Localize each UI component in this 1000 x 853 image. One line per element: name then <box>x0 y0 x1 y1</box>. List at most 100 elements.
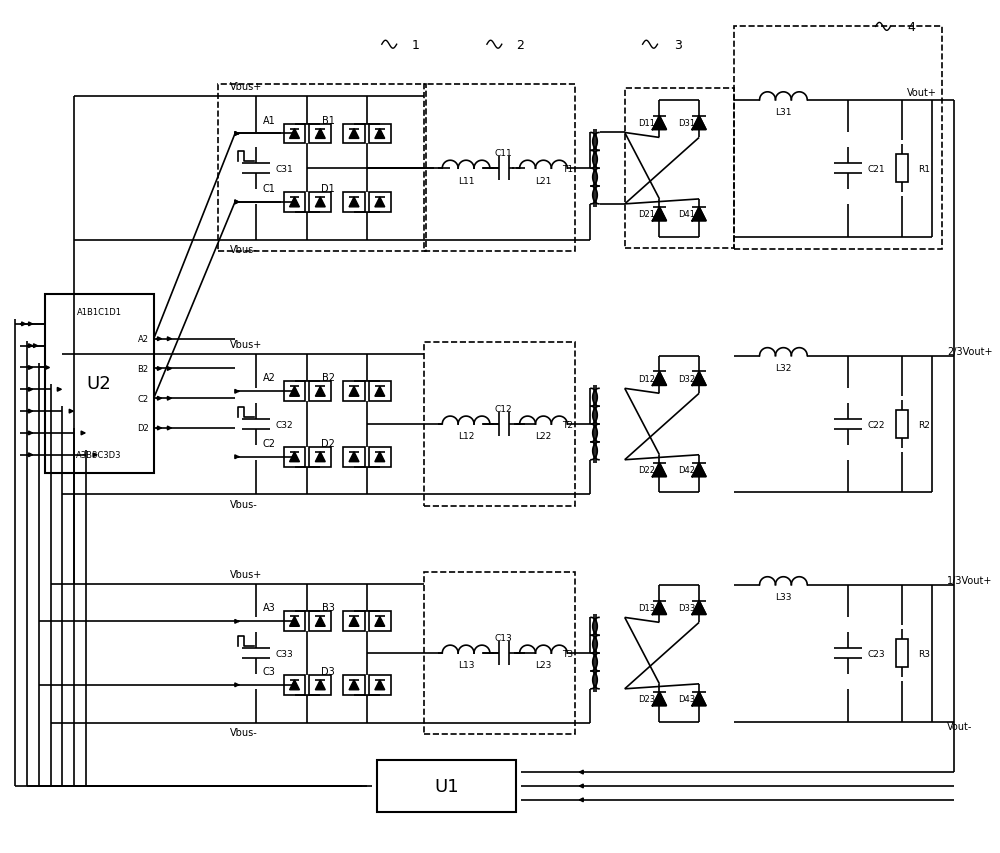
Text: D2: D2 <box>321 438 335 449</box>
Bar <box>284 193 305 212</box>
Polygon shape <box>315 452 325 462</box>
Bar <box>625 89 734 248</box>
Polygon shape <box>692 207 706 222</box>
Text: D1: D1 <box>321 183 335 194</box>
Text: B1: B1 <box>322 115 335 125</box>
Polygon shape <box>290 387 299 397</box>
Bar <box>369 382 391 402</box>
Bar <box>369 612 391 631</box>
Bar <box>377 760 516 812</box>
Text: D21: D21 <box>638 210 655 219</box>
Text: T1: T1 <box>562 165 573 173</box>
Text: D3: D3 <box>321 666 335 676</box>
Bar <box>309 675 331 695</box>
Text: C22: C22 <box>868 420 885 429</box>
Polygon shape <box>315 130 325 139</box>
Text: L22: L22 <box>535 432 552 441</box>
Text: C21: C21 <box>868 165 885 173</box>
Polygon shape <box>692 463 706 477</box>
Bar <box>424 84 575 252</box>
Text: D43: D43 <box>678 694 695 704</box>
Bar <box>343 675 365 695</box>
Bar <box>343 125 365 144</box>
Text: C13: C13 <box>495 633 513 642</box>
Polygon shape <box>375 130 385 139</box>
Polygon shape <box>315 198 325 207</box>
Bar <box>309 447 331 467</box>
Polygon shape <box>315 387 325 397</box>
Polygon shape <box>692 692 706 705</box>
Bar <box>284 675 305 695</box>
Text: B3: B3 <box>322 603 335 612</box>
Bar <box>343 447 365 467</box>
Bar <box>343 382 365 402</box>
Polygon shape <box>375 198 385 207</box>
Text: C1: C1 <box>263 183 276 194</box>
Bar <box>284 125 305 144</box>
Bar <box>896 155 908 183</box>
Bar <box>309 612 331 631</box>
Polygon shape <box>349 680 359 690</box>
Polygon shape <box>653 601 666 615</box>
Bar <box>424 342 575 507</box>
Polygon shape <box>349 130 359 139</box>
Bar <box>343 193 365 212</box>
Bar <box>309 193 331 212</box>
Polygon shape <box>349 617 359 627</box>
Text: Vbus-: Vbus- <box>230 728 258 738</box>
Text: R2: R2 <box>918 420 930 429</box>
Polygon shape <box>653 372 666 386</box>
Polygon shape <box>290 130 299 139</box>
Bar <box>369 125 391 144</box>
Bar <box>896 640 908 667</box>
Polygon shape <box>290 198 299 207</box>
Polygon shape <box>375 387 385 397</box>
Polygon shape <box>290 452 299 462</box>
Text: L32: L32 <box>775 363 792 373</box>
Text: C2: C2 <box>138 394 149 403</box>
Text: 1/3Vout+: 1/3Vout+ <box>947 575 992 585</box>
Text: A3: A3 <box>263 603 276 612</box>
Text: 4: 4 <box>907 20 915 34</box>
Text: T3: T3 <box>562 649 573 658</box>
Polygon shape <box>692 372 706 386</box>
Bar <box>284 612 305 631</box>
Bar <box>369 447 391 467</box>
Text: B2: B2 <box>322 373 335 383</box>
Text: 3: 3 <box>674 38 682 52</box>
Bar <box>309 125 331 144</box>
Polygon shape <box>653 207 666 222</box>
Text: Vbus-: Vbus- <box>230 245 258 255</box>
Polygon shape <box>692 601 706 615</box>
Text: 1: 1 <box>412 38 419 52</box>
Text: L11: L11 <box>458 177 474 185</box>
Polygon shape <box>375 680 385 690</box>
Text: A3B3C3D3: A3B3C3D3 <box>76 450 122 460</box>
Text: L23: L23 <box>535 661 552 670</box>
Text: D2: D2 <box>137 424 149 433</box>
Text: T2: T2 <box>562 420 573 429</box>
Text: L13: L13 <box>458 661 474 670</box>
Text: Vout+: Vout+ <box>907 88 937 98</box>
Text: Vbus+: Vbus+ <box>230 82 262 92</box>
Text: R1: R1 <box>918 165 930 173</box>
Polygon shape <box>692 117 706 131</box>
Polygon shape <box>349 387 359 397</box>
Bar <box>45 295 154 473</box>
Polygon shape <box>349 452 359 462</box>
Polygon shape <box>653 692 666 705</box>
Text: R3: R3 <box>918 649 930 658</box>
Bar <box>369 193 391 212</box>
Text: Vout-: Vout- <box>947 722 972 732</box>
Text: 2: 2 <box>516 38 524 52</box>
Bar <box>424 572 575 734</box>
Polygon shape <box>653 117 666 131</box>
Text: Vbus+: Vbus+ <box>230 569 262 579</box>
Polygon shape <box>290 680 299 690</box>
Polygon shape <box>349 198 359 207</box>
Text: D23: D23 <box>638 694 655 704</box>
Text: D13: D13 <box>638 603 655 612</box>
Text: L21: L21 <box>535 177 552 185</box>
Text: C33: C33 <box>276 649 293 658</box>
Text: D22: D22 <box>638 466 655 474</box>
